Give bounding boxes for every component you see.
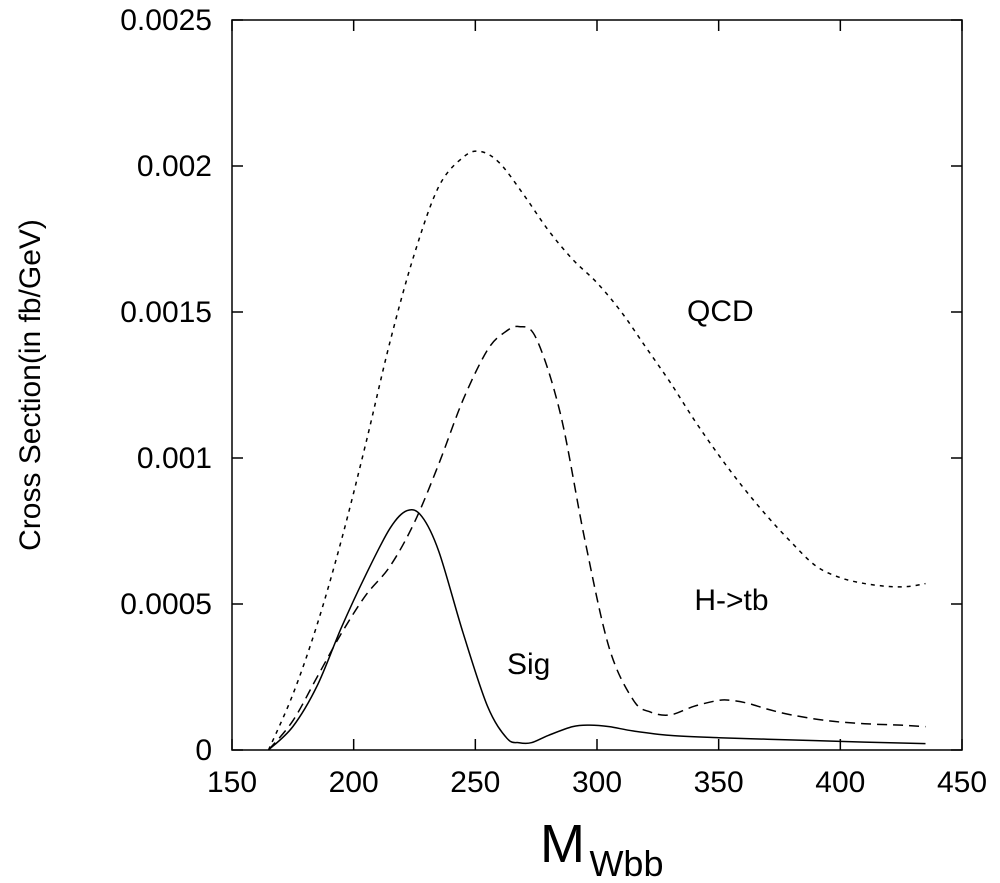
series-layer [267, 150, 926, 751]
x-tick-label: 150 [207, 766, 257, 799]
y-tick-label: 0.0005 [120, 588, 212, 621]
series-line-qcd [267, 150, 926, 751]
x-tick-label: 250 [450, 766, 500, 799]
curve-label: QCD [687, 295, 754, 328]
plot-frame [231, 19, 963, 751]
y-axis-label: Cross Section(in fb/GeV) [14, 219, 47, 551]
x-tick-label: 200 [329, 766, 379, 799]
annotation-layer: QCD H->tb Sig [507, 295, 769, 681]
x-axis-label-sub: Wbb [589, 843, 663, 883]
x-tick-label: 300 [572, 766, 622, 799]
y-tick-label: 0.0015 [120, 296, 212, 329]
x-tick-label: 350 [694, 766, 744, 799]
curve-label: Sig [507, 648, 550, 681]
series-line-h-tb [267, 325, 926, 751]
axis-ticks [231, 19, 963, 751]
y-tick-label: 0.002 [137, 150, 212, 183]
x-tick-labels: 150 200 250 300 350 400 450 [207, 766, 987, 799]
y-tick-label: 0 [195, 734, 212, 767]
y-tick-labels: 0 0.0005 0.001 0.0015 0.002 0.0025 [120, 4, 212, 767]
x-tick-label: 450 [937, 766, 987, 799]
curve-label: H->tb [694, 584, 768, 617]
x-axis-label: M Wbb [540, 814, 663, 883]
y-tick-label: 0.001 [137, 442, 212, 475]
y-tick-label: 0.0025 [120, 4, 212, 37]
x-axis-label-main: M [540, 814, 585, 874]
x-tick-label: 400 [815, 766, 865, 799]
series-line-sig [267, 508, 926, 751]
